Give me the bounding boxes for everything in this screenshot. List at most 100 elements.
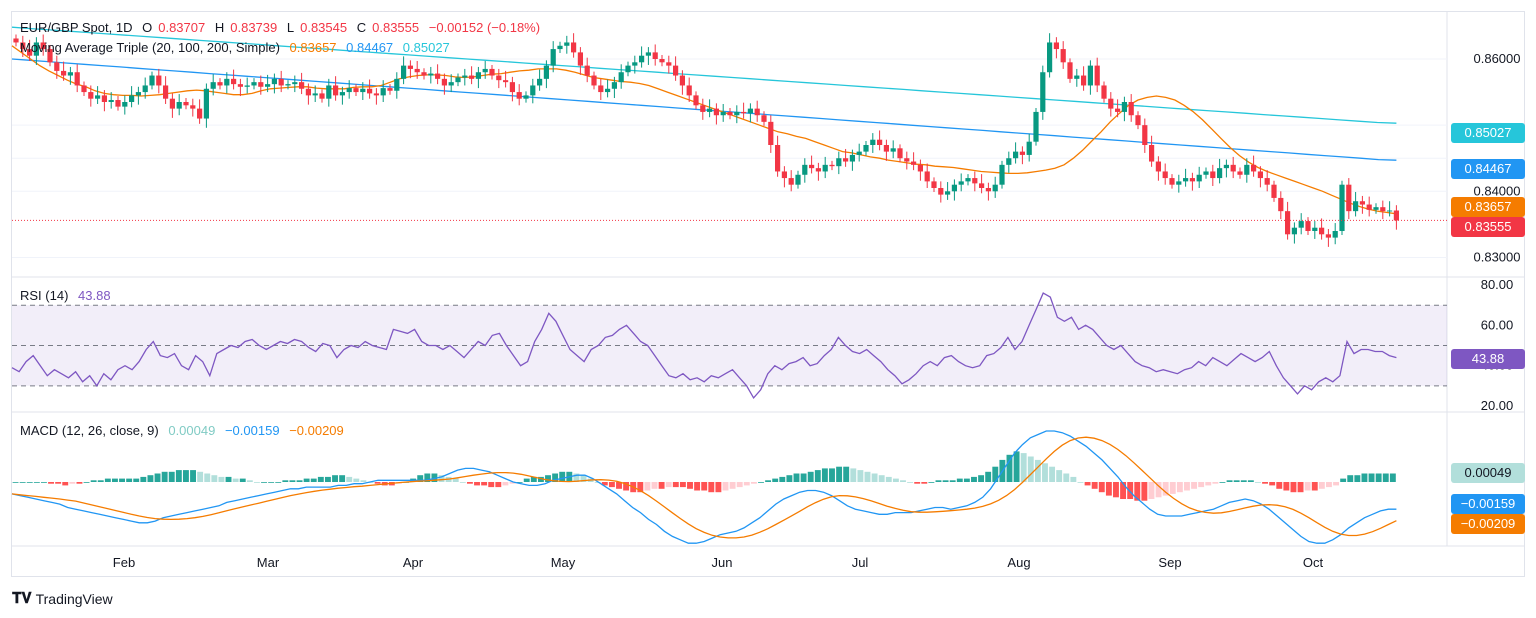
macd-hist-bar (885, 476, 892, 482)
candle-body (1264, 178, 1270, 185)
price-tick-label: 0.86000 (1474, 51, 1521, 66)
macd-legend-label[interactable]: MACD (12, 26, close, 9) (20, 423, 159, 438)
candle-body (754, 108, 760, 116)
candle-body (1128, 102, 1134, 116)
macd-hist-bar (1169, 482, 1176, 494)
candle-body (999, 164, 1005, 185)
macd-hist-bar (1333, 482, 1340, 486)
candle-body (1332, 231, 1338, 238)
candle-body (781, 171, 787, 179)
candle-body (108, 100, 114, 102)
time-axis-label: Aug (1007, 555, 1030, 570)
macd-hist-bar (353, 478, 360, 482)
candle-body (20, 42, 26, 50)
macd-signal-value: −0.00209 (289, 423, 344, 438)
macd-hist-bar (225, 476, 232, 482)
candle-body (795, 174, 801, 185)
ma100-price-badge: 0.84467 (1451, 159, 1525, 179)
candle-body (190, 105, 196, 109)
price-tick-label: 0.83000 (1474, 249, 1521, 264)
macd-hist-bar (346, 476, 353, 482)
brand[interactable]: 𝐓𝐕 TradingView (12, 590, 113, 607)
symbol-label[interactable]: EUR/GBP Spot, 1D (20, 20, 133, 35)
ma-legend-label[interactable]: Moving Average Triple (20, 100, 200, Sim… (20, 40, 280, 55)
rsi-legend-label[interactable]: RSI (14) (20, 288, 69, 303)
candle-body (217, 82, 223, 86)
macd-hist-bar (1354, 475, 1361, 482)
candle-body (169, 98, 175, 109)
macd-hist-bar (1049, 466, 1056, 482)
macd-hist-bar (459, 482, 466, 483)
candle-body (652, 52, 658, 59)
candle-body (183, 102, 189, 106)
candle-body (1203, 171, 1209, 175)
macd-hist-bar (914, 482, 921, 484)
candle-body (571, 42, 577, 53)
candle-body (543, 65, 549, 79)
candle-body (326, 85, 332, 99)
macd-hist-bar (552, 473, 559, 482)
macd-hist-bar (793, 473, 800, 482)
macd-hist-bar (729, 482, 736, 489)
macd-hist-bar (800, 473, 807, 482)
candle-body (258, 82, 264, 87)
macd-hist-bar (452, 478, 459, 482)
candle-body (88, 92, 94, 99)
macd-hist-bar (1247, 480, 1254, 482)
macd-hist-bar (1148, 482, 1155, 499)
tradingview-logo-icon: 𝐓𝐕 (12, 590, 32, 607)
macd-hist-bar (743, 482, 750, 486)
price-tick-label: 0.84000 (1474, 183, 1521, 198)
candle-body (224, 78, 230, 86)
macd-hist-bar (509, 482, 516, 484)
ma20-line (11, 45, 1397, 215)
candle-body (380, 88, 386, 96)
macd-hist-bar (253, 482, 260, 483)
macd-hist-bar (474, 482, 480, 486)
candle-body (435, 73, 441, 79)
candle-body (156, 75, 162, 86)
candle-body (530, 85, 536, 96)
macd-hist-bar (1063, 473, 1070, 482)
candle-body (1393, 210, 1399, 221)
macd-hist-bar (608, 482, 615, 488)
candle-body (951, 184, 957, 192)
macd-hist-badge: 0.00049 (1451, 463, 1525, 483)
macd-hist-bar (466, 482, 473, 484)
rsi-tick-label: 20.00 (1481, 398, 1514, 413)
macd-hist-bar (246, 480, 253, 482)
macd-hist-bar (1389, 473, 1396, 482)
macd-hist-bar (197, 471, 204, 482)
macd-hist-bar (715, 482, 722, 493)
candle-body (584, 65, 590, 76)
candle-body (632, 62, 638, 66)
macd-hist-bar (679, 482, 686, 488)
candle-body (917, 164, 923, 172)
candle-body (1257, 171, 1263, 179)
candle-body (659, 59, 665, 63)
candle-body (836, 158, 842, 167)
macd-hist-bar (1120, 482, 1127, 499)
macd-hist-bar (985, 471, 992, 482)
macd-hist-bar (779, 476, 786, 482)
macd-hist-bar (332, 475, 338, 482)
candle-body (564, 42, 570, 46)
candle-body (67, 72, 73, 76)
macd-hist-bar (204, 473, 211, 482)
candle-body (292, 82, 298, 85)
candle-body (877, 139, 883, 145)
macd-line-value: −0.00159 (224, 423, 280, 438)
candle-body (1074, 75, 1080, 79)
macd-hist-bar (33, 482, 40, 483)
candle-body (727, 111, 733, 116)
candle-body (537, 78, 543, 86)
ma200-value: 0.85027 (402, 40, 450, 55)
macd-hist-bar (1205, 482, 1212, 486)
macd-hist-value: 0.00049 (168, 423, 216, 438)
macd-hist-bar (694, 482, 701, 491)
candle-body (305, 88, 311, 96)
macd-hist-bar (133, 478, 140, 482)
candle-body (40, 42, 46, 50)
candle-body (1047, 42, 1053, 73)
